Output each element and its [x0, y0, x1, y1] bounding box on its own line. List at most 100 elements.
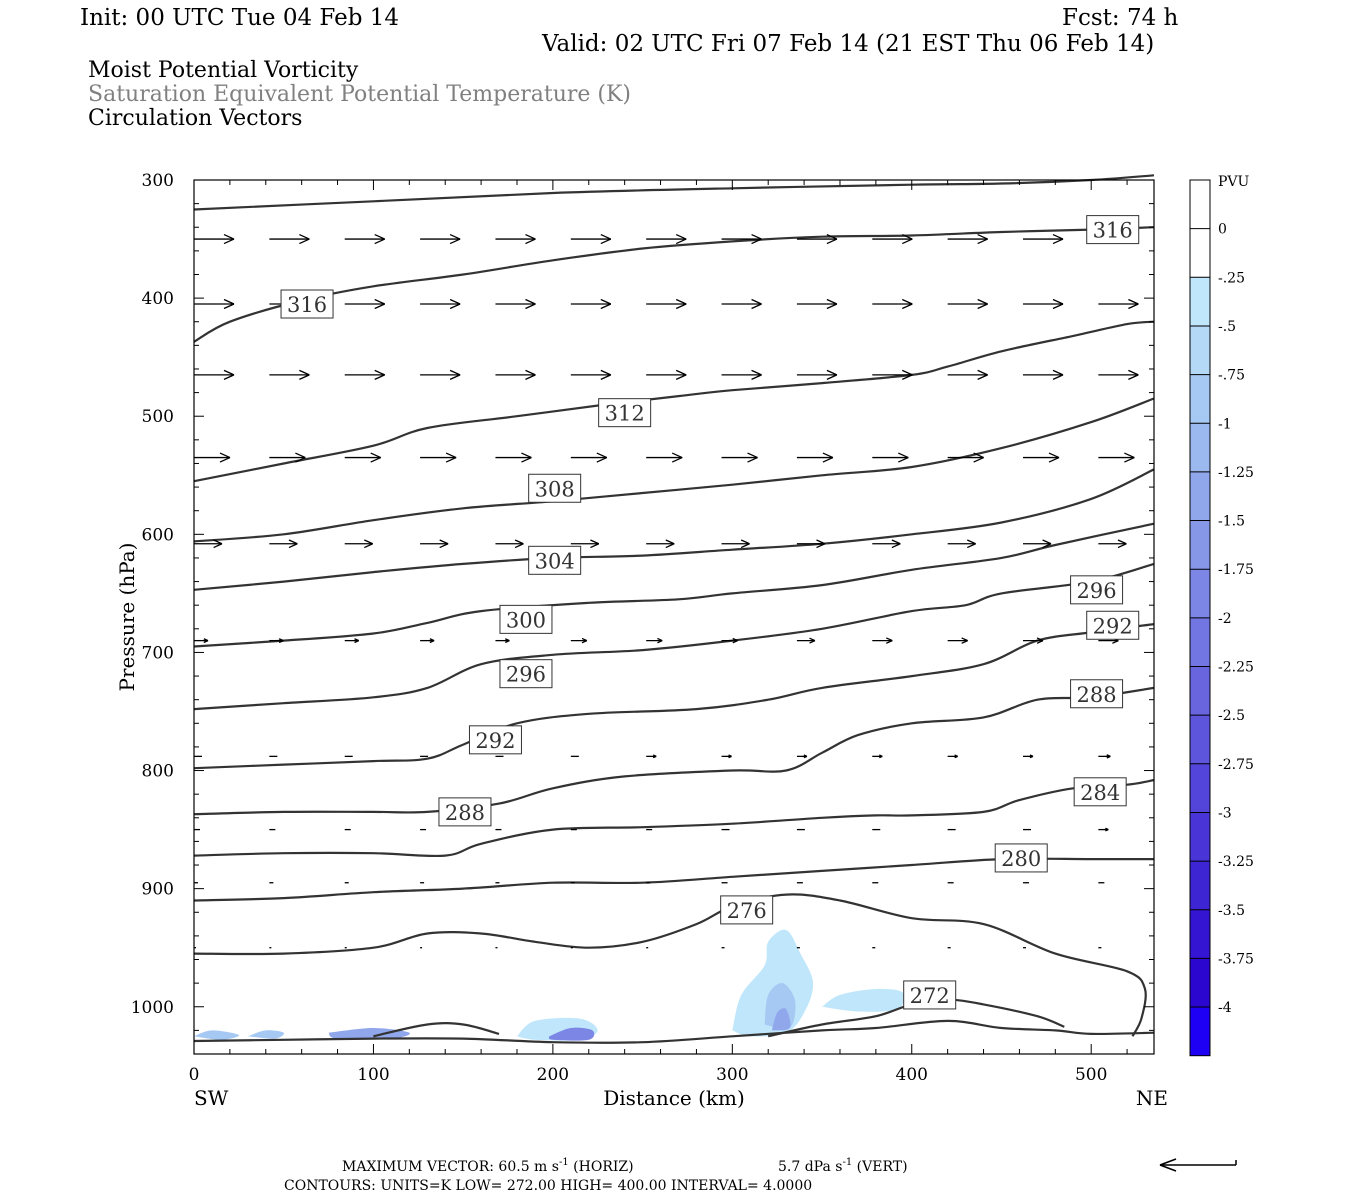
- colorbar-swatch: [1190, 617, 1210, 667]
- pv-shade-region: [194, 1030, 240, 1040]
- circulation-vector: [721, 754, 732, 759]
- circulation-vector: [872, 637, 893, 644]
- colorbar-label: -2.5: [1218, 708, 1245, 724]
- circulation-vector: [269, 539, 298, 549]
- field-label-mpv: Moist Potential Vorticity: [88, 58, 359, 83]
- theta-es-contour-292: [193, 623, 1155, 770]
- colorbar-label: 0: [1218, 222, 1227, 238]
- circulation-vector: [269, 452, 306, 463]
- circulation-vector: [1098, 827, 1109, 832]
- circulation-vector: [796, 539, 826, 549]
- circulation-vector: [570, 452, 608, 463]
- circulation-vector: [344, 233, 385, 245]
- theta-es-contour-312: [193, 320, 1155, 483]
- colorbar-swatch: [1190, 909, 1210, 959]
- svg-text:304: 304: [535, 549, 575, 573]
- circulation-vector: [947, 452, 984, 463]
- sw-end-label: SW: [194, 1086, 229, 1110]
- y-tick-label: 400: [142, 289, 174, 309]
- svg-text:316: 316: [1093, 219, 1133, 243]
- colorbar-swatch: [1190, 1007, 1210, 1056]
- circulation-vector: [570, 637, 588, 644]
- colorbar-swatch: [1190, 958, 1210, 1008]
- svg-text:288: 288: [1077, 683, 1117, 707]
- contour-label: 304: [528, 545, 582, 575]
- circulation-vector: [796, 298, 838, 310]
- y-axis-title: Pressure (hPa): [115, 543, 139, 692]
- colorbar-swatch: [1190, 228, 1210, 278]
- circulation-vector: [721, 539, 750, 549]
- circulation-vector: [495, 452, 532, 463]
- circulation-vector: [570, 233, 612, 245]
- circulation-vector: [796, 369, 838, 380]
- colorbar-label: -3.25: [1218, 854, 1254, 870]
- theta-es-contour-300: [193, 522, 1155, 648]
- pv-shade-region: [822, 988, 905, 1012]
- theta-es-contours: [193, 174, 1155, 1044]
- colorbar-swatch: [1190, 471, 1210, 521]
- theta-es-contour-276: [193, 893, 1147, 1037]
- circulation-vector: [1098, 452, 1135, 463]
- circulation-vector: [1098, 369, 1139, 380]
- contour-label: 308: [528, 473, 582, 503]
- svg-text:292: 292: [1093, 614, 1133, 638]
- contour-label: 312: [598, 398, 652, 428]
- circulation-vector: [194, 369, 235, 380]
- colorbar-swatch: [1190, 277, 1210, 326]
- circulation-vector: [646, 233, 687, 245]
- pvu-colorbar: 0 -.25 -.5 -.75 -1 -1.25 -1.5 -1.75 -2 -2.25 -2.5 -…: [1189, 179, 1254, 1057]
- contour-label: 272: [903, 980, 957, 1010]
- svg-text:296: 296: [1077, 579, 1117, 603]
- contour-label: 316: [280, 289, 334, 319]
- colorbar-label: -3.75: [1218, 951, 1254, 967]
- circulation-vector: [947, 539, 976, 549]
- circulation-vector: [721, 233, 762, 245]
- field-label-theta-es: Saturation Equivalent Potential Temperat…: [88, 82, 631, 107]
- colorbar-label: -1.25: [1218, 465, 1254, 481]
- x-tick-label: 100: [357, 1065, 389, 1085]
- svg-text:280: 280: [1001, 847, 1041, 871]
- colorbar-swatch: [1190, 763, 1210, 813]
- circulation-vector: [646, 298, 687, 310]
- svg-text:284: 284: [1080, 781, 1120, 805]
- circulation-vector: [872, 754, 883, 759]
- circulation-vector: [194, 298, 235, 310]
- circulation-vector: [495, 539, 524, 549]
- colorbar-label: -.5: [1218, 319, 1236, 335]
- circulation-vector: [646, 539, 675, 549]
- colorbar-swatch: [1190, 423, 1210, 472]
- y-tick-label: 600: [142, 525, 174, 545]
- x-tick-label: 300: [716, 1065, 748, 1085]
- y-tick-label: 300: [142, 171, 174, 191]
- contour-info: CONTOURS: UNITS=K LOW= 272.00 HIGH= 400.…: [284, 1178, 812, 1194]
- circulation-vector: [420, 233, 461, 245]
- colorbar-swatch: [1190, 569, 1210, 618]
- pv-shading-layer: [194, 929, 905, 1041]
- circulation-vector: [495, 369, 536, 380]
- colorbar-swatch: [1190, 715, 1210, 764]
- colorbar-swatch: [1190, 325, 1210, 375]
- init-time: Init: 00 UTC Tue 04 Feb 14: [80, 5, 399, 31]
- circulation-vector: [344, 298, 385, 310]
- circulation-vector: [646, 452, 683, 463]
- svg-text:308: 308: [535, 477, 575, 501]
- svg-text:300: 300: [506, 608, 546, 632]
- contour-label: 276: [720, 895, 774, 925]
- contour-label: 280: [994, 843, 1048, 873]
- svg-text:292: 292: [475, 729, 515, 753]
- circulation-vector: [344, 369, 385, 380]
- contour-label: 292: [468, 725, 522, 755]
- colorbar-swatch: [1190, 666, 1210, 716]
- circulation-vector: [721, 298, 762, 310]
- circulation-vector: [1023, 369, 1064, 380]
- pv-shade-region: [247, 1030, 284, 1039]
- circulation-vector: [646, 754, 657, 759]
- colorbar-label: -.75: [1218, 368, 1245, 384]
- colorbar-swatch: [1190, 374, 1210, 424]
- circulation-vector: [947, 298, 988, 310]
- circulation-vector: [269, 369, 310, 380]
- pv-shade-region: [328, 1028, 410, 1040]
- circulation-vector: [872, 452, 909, 463]
- theta-es-contour-288: [193, 686, 1155, 816]
